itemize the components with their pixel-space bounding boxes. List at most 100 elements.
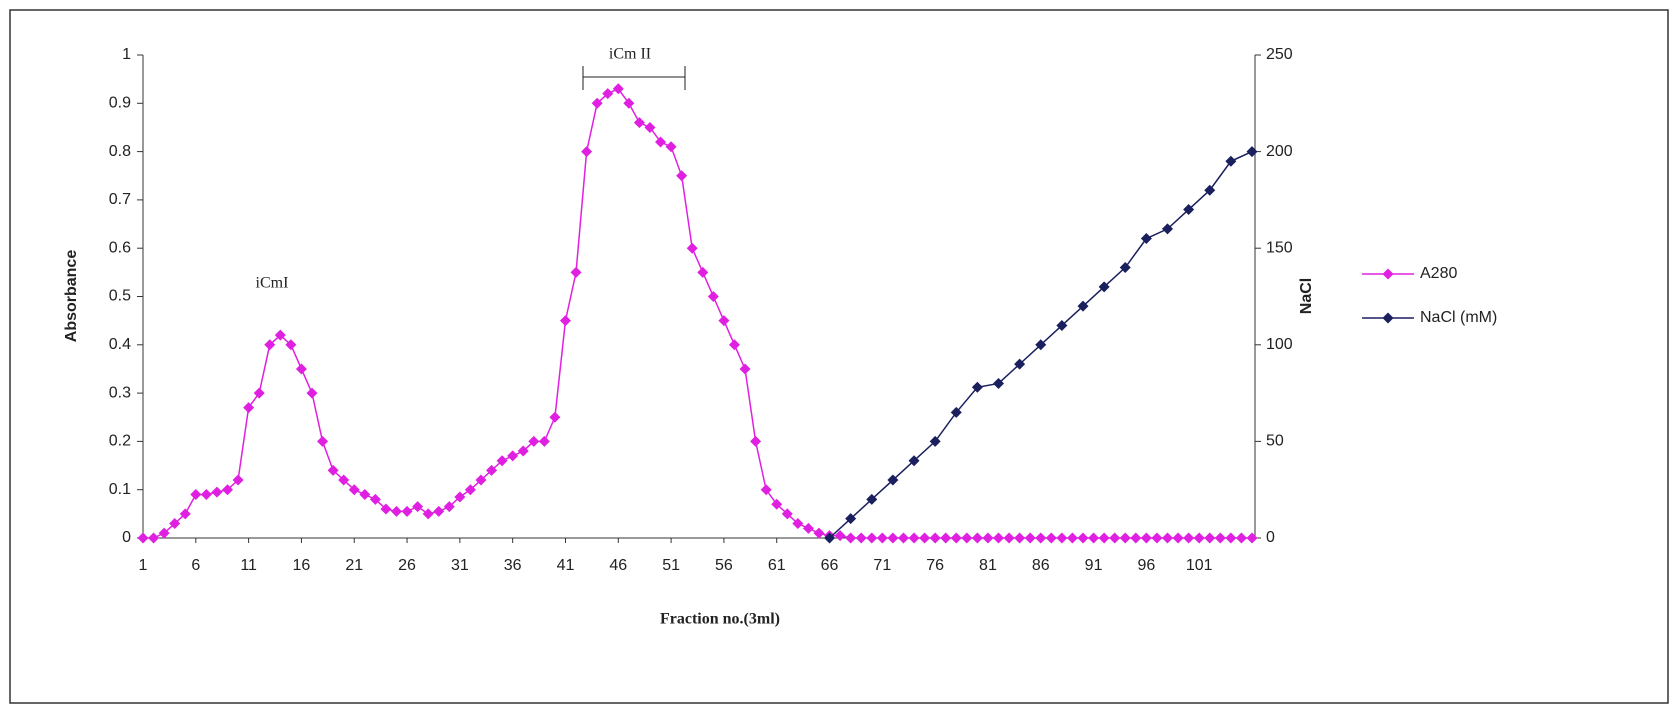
x-tick-label: 11 — [240, 557, 257, 574]
marker — [665, 141, 677, 153]
marker — [295, 363, 307, 375]
marker — [1204, 184, 1216, 196]
marker — [528, 435, 540, 447]
x-tick-label: 21 — [345, 557, 363, 574]
y-tick-label: 0.2 — [109, 433, 131, 450]
marker — [464, 484, 476, 496]
y-axis-title: Absorbance — [63, 250, 80, 343]
marker — [1119, 532, 1131, 544]
marker — [1003, 532, 1015, 544]
y-tick-label: 0.7 — [109, 191, 131, 208]
marker — [433, 505, 445, 517]
marker — [1066, 532, 1078, 544]
x-tick-label: 91 — [1085, 557, 1103, 574]
marker — [866, 532, 878, 544]
marker — [549, 411, 561, 423]
y2-tick-label: 100 — [1266, 336, 1293, 353]
marker — [1119, 262, 1131, 274]
marker — [317, 435, 329, 447]
marker — [633, 117, 645, 129]
x-tick-label: 66 — [821, 557, 839, 574]
marker — [1151, 532, 1163, 544]
marker — [401, 505, 413, 517]
marker — [1225, 532, 1237, 544]
marker — [1035, 339, 1047, 351]
marker — [908, 455, 920, 467]
y2-tick-label: 50 — [1266, 433, 1284, 450]
marker — [824, 532, 836, 544]
annotation: iCm II — [609, 46, 651, 63]
marker — [993, 532, 1005, 544]
y2-tick-label: 200 — [1266, 143, 1293, 160]
marker — [412, 501, 424, 513]
marker — [940, 532, 952, 544]
legend-label: NaCl (mM) — [1420, 309, 1497, 326]
marker — [1130, 532, 1142, 544]
marker — [1035, 532, 1047, 544]
marker — [327, 464, 339, 476]
marker — [771, 498, 783, 510]
marker — [802, 522, 814, 534]
marker — [538, 435, 550, 447]
marker — [369, 493, 381, 505]
marker — [845, 513, 857, 525]
marker — [454, 491, 466, 503]
marker — [644, 121, 656, 133]
marker — [1056, 319, 1068, 331]
marker — [1162, 532, 1174, 544]
marker — [1014, 532, 1026, 544]
marker — [792, 518, 804, 530]
x-tick-label: 71 — [873, 557, 891, 574]
marker — [475, 474, 487, 486]
x-tick-label: 16 — [293, 557, 311, 574]
marker — [496, 455, 508, 467]
marker — [486, 464, 498, 476]
marker — [581, 146, 593, 158]
marker — [1225, 155, 1237, 167]
x-tick-label: 1 — [139, 557, 148, 574]
marker — [950, 406, 962, 418]
marker — [655, 136, 667, 148]
marker — [243, 402, 255, 414]
x-tick-label: 56 — [715, 557, 733, 574]
marker — [359, 489, 371, 501]
marker — [1140, 233, 1152, 245]
y-tick-label: 0.6 — [109, 239, 131, 256]
marker — [676, 170, 688, 182]
x-tick-label: 96 — [1137, 557, 1155, 574]
marker — [570, 266, 582, 278]
marker — [422, 508, 434, 520]
y-tick-label: 0.8 — [109, 143, 131, 160]
x-axis-title: Fraction no.(3ml) — [660, 611, 780, 628]
marker — [380, 503, 392, 515]
marker — [306, 387, 318, 399]
marker — [602, 88, 614, 100]
marker — [1098, 281, 1110, 293]
marker — [507, 450, 519, 462]
marker — [686, 242, 698, 254]
marker — [1193, 532, 1205, 544]
x-tick-label: 76 — [926, 557, 944, 574]
marker — [929, 435, 941, 447]
marker — [1183, 532, 1195, 544]
marker — [1162, 223, 1174, 235]
marker — [813, 527, 825, 539]
marker — [971, 532, 983, 544]
marker — [971, 381, 983, 393]
marker — [348, 484, 360, 496]
marker — [897, 532, 909, 544]
marker — [1077, 532, 1089, 544]
y-tick-label: 0.3 — [109, 384, 131, 401]
marker — [707, 291, 719, 302]
marker — [148, 532, 160, 544]
marker — [739, 363, 751, 375]
marker — [929, 532, 941, 544]
frame — [9, 9, 1669, 704]
x-tick-label: 41 — [557, 557, 575, 574]
marker — [190, 489, 202, 501]
x-tick-label: 61 — [768, 557, 786, 574]
x-tick-label: 6 — [191, 557, 200, 574]
y-tick-label: 0.9 — [109, 95, 131, 112]
marker — [612, 83, 624, 95]
